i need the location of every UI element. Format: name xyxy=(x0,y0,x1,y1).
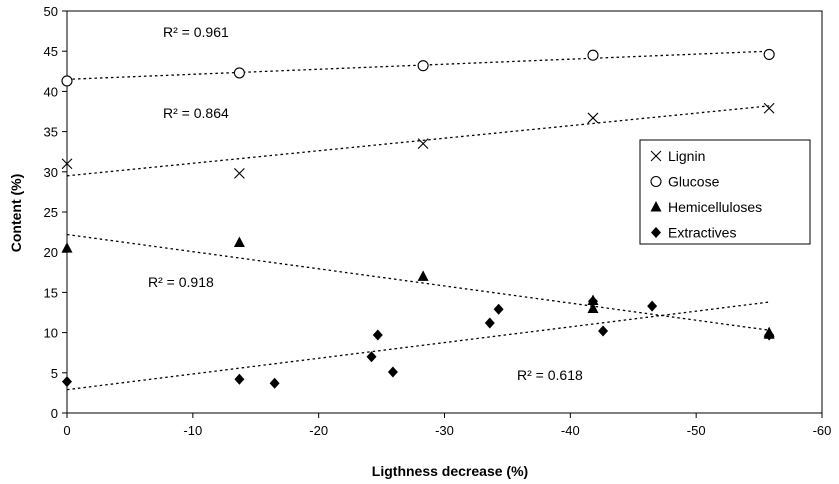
y-tick-label: 30 xyxy=(44,165,58,180)
point-extractives xyxy=(366,351,377,363)
trendline-extractives xyxy=(66,301,770,391)
point-extractives xyxy=(764,329,775,341)
cross-stroke xyxy=(417,138,429,150)
point-hemicelluloses xyxy=(587,302,599,313)
x-axis-title: Ligthness decrease (%) xyxy=(372,463,528,479)
point-extractives xyxy=(493,303,504,315)
point-extractives xyxy=(587,295,598,307)
legend-marker-glucose xyxy=(650,175,662,188)
r2-annotations: R² = 0.864 R² = 0.961 R² = 0.918 R² = 0.618 xyxy=(148,24,583,383)
y-axis-title: Content (%) xyxy=(8,174,24,253)
point-lignin xyxy=(763,102,775,114)
x-tick-label: -10 xyxy=(183,423,202,438)
y-tick-label: 10 xyxy=(44,326,58,341)
x-tick-label: -60 xyxy=(813,423,832,438)
trend-lines xyxy=(66,50,770,391)
r2-label-glucose: R² = 0.961 xyxy=(163,24,229,40)
point-lignin xyxy=(234,168,245,179)
y-tick-label: 0 xyxy=(51,406,58,421)
x-tick-label: -40 xyxy=(561,423,580,438)
y-tick-label: 45 xyxy=(44,44,58,59)
legend-frame xyxy=(639,139,811,245)
y-tick-label: 35 xyxy=(44,125,58,140)
point-extractives xyxy=(372,329,383,341)
cross-stroke xyxy=(763,102,775,114)
y-tick-label: 15 xyxy=(44,285,58,300)
point-hemicelluloses xyxy=(233,236,245,248)
point-glucose xyxy=(417,60,429,72)
cross-stroke xyxy=(650,150,662,162)
r2-label-extractives: R² = 0.618 xyxy=(517,367,583,383)
x-tick-label: -50 xyxy=(687,423,706,438)
y-tick-label: 40 xyxy=(44,84,58,99)
cross-stroke xyxy=(587,112,599,124)
y-tick-label: 25 xyxy=(44,205,58,220)
cross-stroke xyxy=(234,168,245,179)
point-extractives xyxy=(269,377,280,389)
cross-stroke xyxy=(61,158,73,170)
y-tick-label: 50 xyxy=(44,4,58,19)
point-lignin xyxy=(417,138,429,150)
legend-marker-hemicelluloses xyxy=(650,201,662,212)
legend-label-glucose: Glucose xyxy=(668,174,720,190)
x-tick-label: 0 xyxy=(63,423,70,438)
y-tick-label: 20 xyxy=(44,245,58,260)
y-tick-label: 5 xyxy=(51,366,58,381)
r2-label-hemicelluloses: R² = 0.918 xyxy=(148,274,214,290)
trendline-hemicelluloses xyxy=(66,233,770,331)
point-extractives xyxy=(62,376,72,388)
data-points xyxy=(61,48,775,389)
point-hemicelluloses xyxy=(61,242,73,253)
point-extractives xyxy=(484,317,495,329)
x-tick-label: -30 xyxy=(435,423,454,438)
legend-label-lignin: Lignin xyxy=(668,148,705,164)
point-extractives xyxy=(598,325,609,337)
point-extractives xyxy=(647,300,658,312)
legend: Lignin Glucose Hemicelluloses Extractives xyxy=(639,139,811,245)
point-lignin xyxy=(61,158,73,170)
point-hemicelluloses xyxy=(417,270,429,281)
legend-label-hemicelluloses: Hemicelluloses xyxy=(668,199,762,215)
point-extractives xyxy=(234,373,245,385)
point-glucose xyxy=(61,75,73,87)
point-glucose xyxy=(763,48,775,60)
point-glucose xyxy=(233,67,245,79)
point-lignin xyxy=(587,112,599,124)
x-tick-label: -20 xyxy=(309,423,328,438)
point-extractives xyxy=(387,366,398,378)
point-glucose xyxy=(587,49,599,61)
trendline-glucose xyxy=(66,50,770,80)
legend-marker-extractives xyxy=(651,227,661,238)
trendline-lignin xyxy=(66,105,770,177)
legend-marker-lignin xyxy=(650,150,662,162)
r2-label-lignin: R² = 0.864 xyxy=(163,105,229,121)
ticks: 0 -10 -20 -30 -40 -50 -60 0 5 10 15 20 25 30 35 40 45 50 xyxy=(44,4,832,438)
legend-label-extractives: Extractives xyxy=(668,225,736,241)
